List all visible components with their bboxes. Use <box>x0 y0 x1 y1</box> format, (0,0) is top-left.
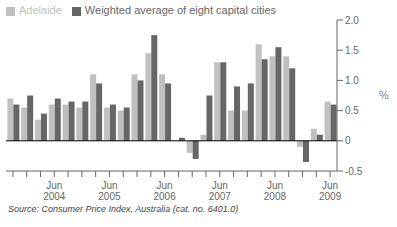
svg-text:Jun2008: Jun2008 <box>264 180 287 202</box>
svg-text:-0.5: -0.5 <box>345 166 363 177</box>
svg-text:1.0: 1.0 <box>345 75 359 86</box>
html-text:Weighted average of eight capi: Weighted average of eight capital cities <box>84 4 276 16</box>
svg-text:1.5: 1.5 <box>345 45 359 56</box>
svg-text:0.5: 0.5 <box>345 105 359 116</box>
html-text:Adelaide: Adelaide <box>19 4 62 16</box>
svg-text:0: 0 <box>345 135 351 146</box>
svg-text:Jun2007: Jun2007 <box>209 180 232 202</box>
svg-text:Jun2006: Jun2006 <box>153 180 176 202</box>
svg-text:Jun2005: Jun2005 <box>98 180 121 202</box>
svg-text:Jun2004: Jun2004 <box>43 180 66 202</box>
svg-text:Jun2009: Jun2009 <box>319 180 342 202</box>
html-text:Source: Consumer Price Index,: Source: Consumer Price Index, Australia … <box>8 204 239 214</box>
svg-text:2.0: 2.0 <box>345 15 359 26</box>
svg-text:%: % <box>379 89 389 101</box>
